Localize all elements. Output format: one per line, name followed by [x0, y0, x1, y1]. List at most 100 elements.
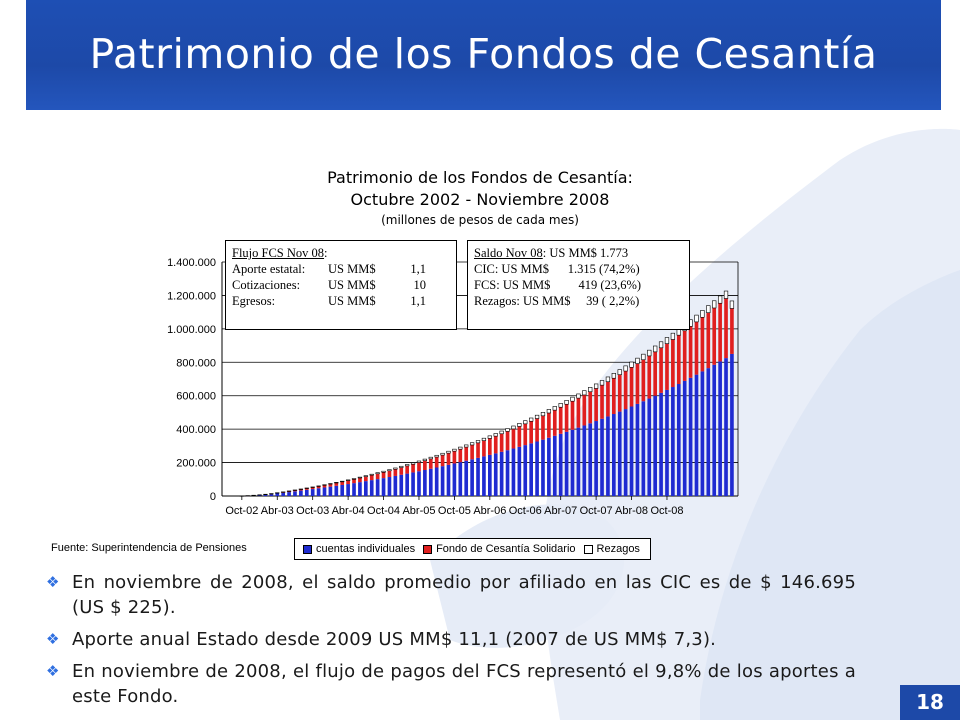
bar-segment — [393, 469, 398, 476]
bar-segment — [523, 420, 528, 425]
bar-segment — [599, 380, 605, 386]
bar-segment — [375, 472, 380, 475]
bar-segment — [493, 453, 498, 496]
bar-segment — [700, 317, 705, 372]
bar-segment — [712, 300, 717, 309]
flujo-row-unit: US MM$ — [328, 278, 376, 292]
bar-segment — [423, 460, 427, 471]
bar-segment — [659, 392, 663, 496]
flujo-box-title: Flujo FCS Nov 08 — [232, 246, 325, 260]
bar-segment — [676, 384, 681, 496]
flujo-row: Aporte estatal: US MM$ 1,1 — [232, 261, 450, 277]
x-tick-label: Oct-05 — [438, 505, 471, 517]
chart-title: Patrimonio de los Fondos de Cesantía: — [327, 168, 633, 187]
bar-segment — [469, 442, 475, 446]
bar-segment — [399, 465, 404, 468]
bar-segment — [316, 488, 321, 496]
bar-segment — [410, 462, 416, 465]
bar-segment — [493, 436, 498, 454]
bar-segment — [576, 393, 581, 399]
bullet-text: Aporte anual Estado desde 2009 US MM$ 11… — [72, 629, 717, 650]
bar-segment — [422, 458, 428, 461]
bar-segment — [364, 481, 368, 496]
bar-segment — [334, 482, 339, 484]
bar-segment — [564, 431, 569, 496]
x-tick-label: Oct-08 — [650, 505, 683, 517]
bar-segment — [440, 466, 445, 496]
bar-segment — [257, 494, 262, 496]
flujo-row-value: 1,1 — [410, 294, 426, 308]
legend-item: cuentas individuales — [303, 543, 415, 555]
bar-segment — [499, 433, 504, 452]
bar-segment — [700, 371, 705, 496]
bar-segment — [369, 473, 374, 476]
bar-segment — [387, 469, 392, 472]
bar-segment — [351, 478, 357, 480]
bar-segment — [269, 494, 274, 496]
bar-segment — [653, 351, 657, 396]
bar-segment — [529, 443, 533, 496]
bar-segment — [629, 367, 634, 407]
bar-segment — [517, 426, 522, 447]
bar-segment — [706, 368, 711, 496]
bar-segment — [552, 406, 557, 411]
bar-segment — [340, 480, 345, 483]
bar-segment — [440, 452, 445, 456]
bar-segment — [263, 494, 268, 496]
bar-segment — [482, 456, 486, 496]
bullet-item: ❖ Aporte anual Estado desde 2009 US MM$ … — [46, 627, 856, 652]
bar-segment — [251, 494, 256, 497]
bar-segment — [665, 343, 669, 390]
bar-segment — [393, 467, 398, 470]
bar-segment — [405, 473, 409, 496]
bar-segment — [558, 433, 563, 496]
bar-segment — [647, 398, 652, 496]
bar-segment — [523, 445, 528, 496]
bar-segment — [476, 442, 480, 458]
bar-segment — [411, 472, 415, 496]
bar-segment — [641, 359, 646, 402]
y-tick-label: 400.000 — [176, 424, 216, 436]
source-note: Fuente: Superintendencia de Pensiones — [51, 542, 247, 554]
legend-item: Fondo de Cesantía Solidario — [423, 543, 576, 555]
saldo-box: Saldo Nov 08: US MM$ 1.773 CIC: US MM$ 1… — [467, 240, 690, 330]
bar-segment — [310, 487, 315, 490]
bar-segment — [293, 491, 297, 496]
bar-segment — [635, 363, 640, 404]
bar-segment — [316, 485, 321, 487]
bar-segment — [546, 409, 552, 414]
legend-label: Rezagos — [596, 543, 640, 555]
x-tick-label: Oct-03 — [296, 505, 329, 517]
bar-segment — [428, 458, 433, 469]
bar-segment — [399, 474, 404, 496]
page-number: 18 — [900, 685, 960, 720]
bar-segment — [340, 484, 345, 496]
bar-segment — [729, 300, 735, 309]
bar-segment — [547, 437, 551, 496]
bar-segment — [387, 477, 392, 496]
bar-segment — [328, 486, 333, 496]
bar-segment — [552, 410, 557, 436]
saldo-line: CIC: US MM$ 1.315 (74,2%) — [474, 262, 640, 276]
bar-segment — [659, 347, 663, 393]
bar-segment — [717, 295, 723, 304]
bar-segment — [535, 441, 539, 496]
bar-segment — [682, 380, 687, 496]
x-tick-label: Oct-04 — [367, 505, 400, 517]
bar-segment — [275, 493, 280, 496]
flujo-row-label: Cotizaciones: — [232, 278, 301, 292]
diamond-bullet-icon: ❖ — [46, 662, 60, 680]
bar-segment — [730, 353, 734, 496]
flujo-box-title-suffix: : — [324, 246, 328, 260]
bar-segment — [352, 479, 356, 484]
y-tick-label: 800.000 — [176, 357, 216, 369]
bar-segment — [275, 492, 280, 494]
bar-segment — [316, 486, 321, 489]
bar-segment — [417, 471, 421, 496]
saldo-line: Rezagos: US MM$ 39 ( 2,2%) — [474, 294, 640, 308]
bar-segment — [298, 488, 304, 490]
bar-segment — [381, 472, 386, 479]
bar-segment — [511, 428, 516, 449]
bar-segment — [452, 463, 457, 496]
bar-segment — [458, 462, 463, 496]
